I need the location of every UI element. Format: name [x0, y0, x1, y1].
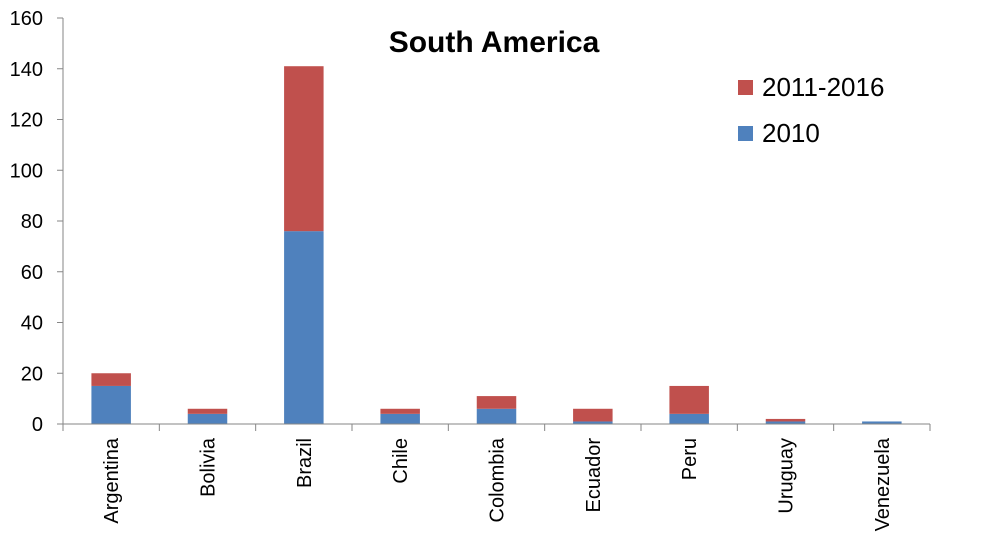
x-tick-label: Chile: [390, 438, 412, 484]
y-tick-label: 100: [10, 160, 43, 182]
x-tick-label: Venezuela: [872, 437, 894, 531]
legend: 2011-2016 2010: [738, 72, 884, 148]
bar-chile-2011-2016: [380, 408, 420, 414]
x-tick-label: Uruguay: [776, 438, 798, 514]
bar-brazil-2011-2016: [284, 66, 324, 232]
bar-peru-2010: [669, 413, 709, 424]
bar-colombia-2010: [476, 408, 517, 424]
bar-uruguay-2010: [765, 421, 806, 424]
bar-chile-2010: [380, 413, 420, 424]
bar-argentina-2010: [91, 385, 131, 424]
legend-swatch: [738, 80, 753, 95]
x-tick-label: Peru: [679, 438, 701, 480]
bar-argentina-2011-2016: [91, 373, 131, 386]
bar-colombia-2011-2016: [476, 396, 517, 409]
x-tick-label: Ecuador: [583, 438, 605, 513]
y-tick-label: 0: [32, 414, 43, 436]
bar-brazil-2010: [284, 231, 324, 424]
y-tick-label: 160: [10, 8, 43, 30]
y-tick-label: 20: [21, 363, 43, 385]
y-axis: 0 20 40 60 80 100 120 140 160: [10, 8, 64, 436]
bar-bolivia-2010: [187, 413, 228, 424]
y-tick-label: 140: [10, 59, 43, 81]
y-tick-label: 80: [21, 211, 43, 233]
bar-venezuela-2010: [862, 421, 902, 424]
bar-ecuador-2011-2016: [573, 408, 613, 422]
x-tick-label: Bolivia: [198, 437, 220, 497]
legend-label: 2011-2016: [762, 72, 884, 102]
legend-label: 2010: [762, 118, 820, 148]
bar-peru-2011-2016: [669, 385, 709, 414]
y-tick-label: 40: [21, 313, 43, 335]
y-tick-label: 120: [10, 110, 43, 132]
y-tick-label: 60: [21, 262, 43, 284]
x-tick-label: Argentina: [101, 437, 123, 523]
x-tick-label: Brazil: [294, 438, 316, 488]
x-axis: Argentina Bolivia Brazil Chile Colombia Ecuad…: [62, 423, 931, 531]
legend-swatch: [738, 126, 753, 141]
x-tick-label: Colombia: [487, 437, 509, 522]
bars: [91, 66, 902, 424]
bar-bolivia-2011-2016: [187, 408, 228, 414]
chart-title: South America: [389, 26, 600, 59]
bar-uruguay-2011-2016: [765, 418, 806, 422]
bar-ecuador-2010: [573, 421, 613, 424]
